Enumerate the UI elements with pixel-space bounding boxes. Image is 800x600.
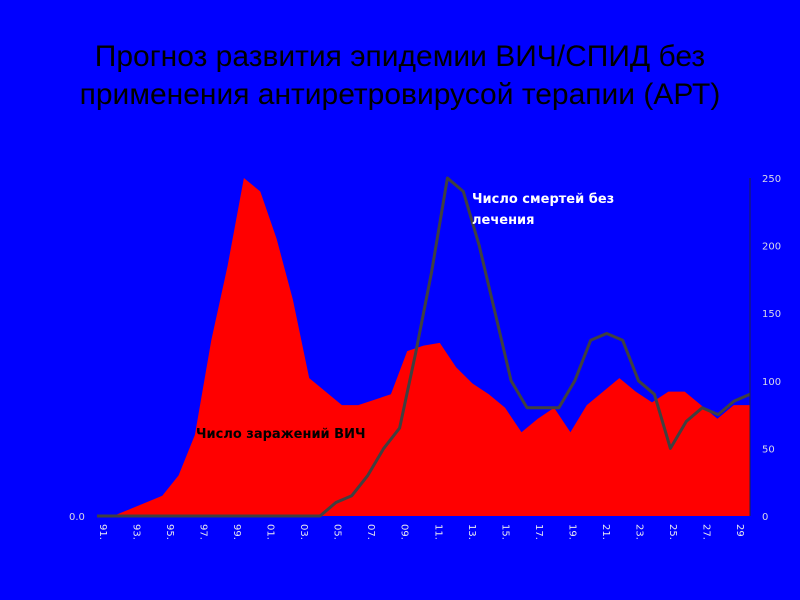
x-tick-label: 13. [466, 524, 477, 540]
x-tick-label: 05. [332, 524, 343, 540]
x-tick-label: 11. [432, 524, 443, 540]
series-line-deaths [97, 176, 751, 518]
x-tick-label: 15. [499, 524, 510, 540]
x-tick-label: 29 [734, 524, 745, 537]
x-tick-label: 03. [298, 524, 309, 540]
y-tick-label: 0 [762, 512, 768, 523]
slide-title-line-2: применения антиретровирусой терапии (АРТ… [79, 78, 721, 111]
x-tick-label: 25. [667, 524, 678, 540]
series-area-hiv-infections [97, 178, 750, 516]
slide-title-line-1: Прогноз развития эпидемии ВИЧ/СПИД без [94, 40, 706, 73]
slide-title: Прогноз развития эпидемии ВИЧ/СПИД без п… [40, 38, 760, 114]
y-tick-label: 250 [762, 174, 781, 185]
y-tick-label: 50 [762, 444, 775, 455]
x-tick-label: 01. [265, 524, 276, 540]
y-left-tick-label: 0.0 [69, 512, 85, 523]
y-tick-label: 100 [762, 377, 781, 388]
y-tick-label: 150 [762, 309, 781, 320]
x-tick-label: 97. [198, 524, 209, 540]
x-tick-label: 93. [131, 524, 142, 540]
x-tick-label: 07. [365, 524, 376, 540]
x-tick-label: 23. [633, 524, 644, 540]
x-tick-label: 91. [97, 524, 108, 540]
y-tick-label: 200 [762, 242, 781, 253]
x-tick-label: 27. [700, 524, 711, 540]
x-tick-label: 99. [231, 524, 242, 540]
x-tick-label: 19. [566, 524, 577, 540]
x-tick-label: 21. [600, 524, 611, 540]
annotation-hiv-infections: Число заражений ВИЧ [196, 427, 365, 442]
x-tick-label: 09. [399, 524, 410, 540]
annotation-deaths-line-1: Число смертей без [472, 192, 614, 207]
x-tick-label: 17. [533, 524, 544, 540]
annotation-deaths-line-2: лечения [472, 213, 535, 228]
x-tick-label: 95. [164, 524, 175, 540]
